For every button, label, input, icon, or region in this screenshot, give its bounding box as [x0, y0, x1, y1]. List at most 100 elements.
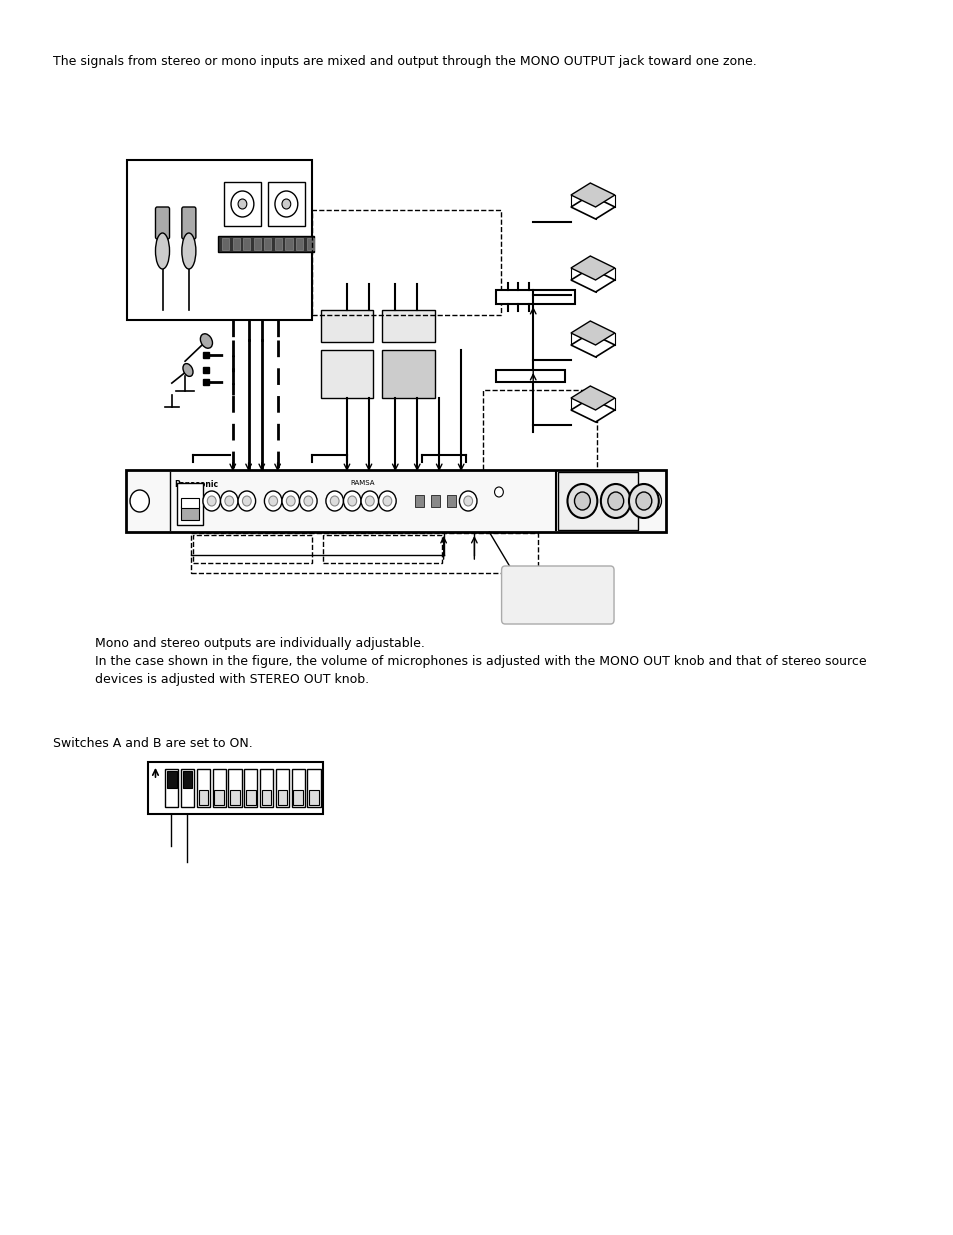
Bar: [196, 769, 210, 806]
Bar: [261, 790, 272, 805]
Bar: [181, 498, 198, 508]
Bar: [260, 769, 273, 806]
Text: RAMSA: RAMSA: [350, 480, 375, 487]
Bar: [148, 762, 323, 814]
Polygon shape: [571, 387, 615, 410]
Circle shape: [326, 492, 343, 511]
Circle shape: [360, 492, 378, 511]
Circle shape: [343, 492, 360, 511]
Bar: [431, 495, 439, 508]
Bar: [274, 238, 282, 249]
Bar: [198, 790, 208, 805]
Circle shape: [304, 496, 313, 506]
Polygon shape: [571, 256, 615, 280]
Circle shape: [231, 191, 253, 217]
Bar: [244, 769, 257, 806]
Bar: [193, 535, 312, 563]
Bar: [181, 506, 198, 520]
Circle shape: [574, 492, 590, 510]
Polygon shape: [571, 398, 615, 422]
FancyBboxPatch shape: [501, 566, 614, 624]
Circle shape: [348, 496, 356, 506]
Bar: [307, 769, 320, 806]
Bar: [126, 471, 665, 532]
Text: The signals from stereo or mono inputs are mixed and output through the MONO OUT: The signals from stereo or mono inputs a…: [52, 56, 756, 68]
Bar: [228, 769, 241, 806]
Circle shape: [282, 199, 291, 209]
Bar: [222, 238, 229, 249]
FancyBboxPatch shape: [182, 207, 195, 240]
Bar: [496, 370, 564, 382]
Bar: [292, 769, 305, 806]
Bar: [165, 769, 178, 806]
Polygon shape: [571, 321, 615, 345]
Text: Switches A and B are set to ON.: Switches A and B are set to ON.: [52, 737, 253, 750]
Bar: [264, 238, 272, 249]
Bar: [323, 535, 441, 563]
Circle shape: [264, 492, 282, 511]
Bar: [167, 771, 176, 788]
Circle shape: [238, 492, 255, 511]
Circle shape: [628, 484, 659, 517]
Bar: [382, 310, 435, 342]
Text: Panasonic: Panasonic: [173, 480, 218, 489]
Bar: [192, 534, 537, 573]
Bar: [214, 790, 224, 805]
Ellipse shape: [200, 333, 213, 348]
Ellipse shape: [182, 233, 195, 269]
Bar: [243, 238, 250, 249]
Bar: [277, 790, 287, 805]
Bar: [306, 238, 314, 249]
Bar: [268, 182, 305, 226]
Bar: [233, 238, 239, 249]
Bar: [217, 236, 314, 252]
Circle shape: [378, 492, 395, 511]
Circle shape: [365, 496, 374, 506]
Bar: [213, 769, 226, 806]
Bar: [295, 238, 303, 249]
Text: Mono and stereo outputs are individually adjustable.: Mono and stereo outputs are individually…: [94, 637, 424, 650]
Circle shape: [463, 496, 472, 506]
Circle shape: [494, 487, 503, 496]
Circle shape: [130, 490, 150, 513]
Polygon shape: [571, 183, 615, 207]
Bar: [230, 790, 239, 805]
Polygon shape: [571, 333, 615, 357]
Polygon shape: [571, 195, 615, 219]
Bar: [176, 483, 203, 525]
Bar: [246, 790, 255, 805]
Bar: [183, 771, 193, 788]
Bar: [382, 350, 435, 398]
Circle shape: [203, 492, 220, 511]
Circle shape: [600, 484, 630, 517]
Bar: [320, 310, 373, 342]
Circle shape: [238, 199, 247, 209]
Circle shape: [269, 496, 277, 506]
Bar: [416, 495, 424, 508]
Text: In the case shown in the figure, the volume of microphones is adjusted with the : In the case shown in the figure, the vol…: [94, 655, 865, 668]
Bar: [320, 350, 373, 398]
Bar: [312, 210, 500, 315]
Ellipse shape: [155, 233, 170, 269]
Text: devices is adjusted with STEREO OUT knob.: devices is adjusted with STEREO OUT knob…: [94, 673, 369, 685]
Bar: [128, 161, 312, 320]
Bar: [224, 182, 260, 226]
Circle shape: [567, 484, 597, 517]
Circle shape: [330, 496, 338, 506]
Circle shape: [242, 496, 251, 506]
Circle shape: [282, 492, 299, 511]
Bar: [181, 769, 193, 806]
Circle shape: [641, 490, 660, 513]
Circle shape: [274, 191, 297, 217]
Polygon shape: [571, 268, 615, 291]
Circle shape: [299, 492, 316, 511]
Bar: [275, 769, 289, 806]
Bar: [309, 790, 318, 805]
Bar: [558, 472, 637, 530]
Bar: [482, 390, 597, 478]
Bar: [253, 238, 260, 249]
FancyBboxPatch shape: [155, 207, 170, 240]
Circle shape: [636, 492, 651, 510]
Circle shape: [382, 496, 392, 506]
Bar: [294, 790, 303, 805]
